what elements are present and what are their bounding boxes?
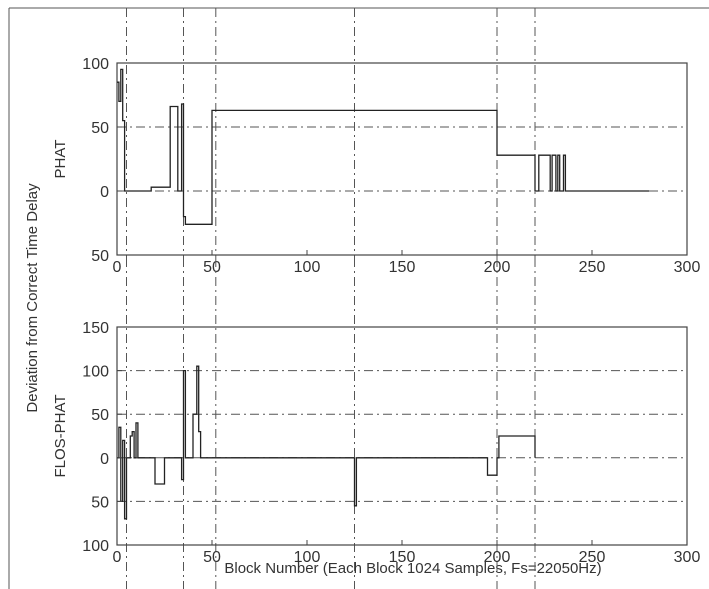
x-tick-label: 200	[484, 259, 511, 276]
x-tick-label: 150	[389, 549, 416, 566]
x-tick-label: 200	[484, 549, 511, 566]
x-tick-label: 250	[579, 549, 606, 566]
x-tick-label: 300	[674, 549, 701, 566]
series-line	[117, 68, 649, 225]
axes-frame	[116, 326, 688, 546]
y-tick-label: 100	[82, 538, 109, 555]
y-tick-label: 150	[82, 320, 109, 337]
x-tick-label: 0	[113, 549, 122, 566]
x-tick-label: 150	[389, 259, 416, 276]
y-tick-label: 100	[82, 364, 109, 381]
axes-frame	[116, 62, 688, 256]
series-line	[117, 365, 536, 520]
shared-x-axis-label: Block Number (Each Block 1024 Samples, F…	[224, 560, 601, 577]
y-tick-label: 0	[100, 184, 109, 201]
y-tick-label: 50	[91, 120, 109, 137]
x-tick-label: 0	[113, 259, 122, 276]
x-tick-label: 50	[203, 549, 221, 566]
x-tick-label: 300	[674, 259, 701, 276]
y-tick-label: 50	[91, 407, 109, 424]
y-tick-label: 0	[100, 451, 109, 468]
y-tick-label: 50	[91, 494, 109, 511]
y-tick-label: 50	[91, 248, 109, 265]
x-tick-label: 50	[203, 259, 221, 276]
x-tick-label: 250	[579, 259, 606, 276]
shared-y-axis-label: Deviation from Correct Time Delay	[24, 183, 41, 413]
y-tick-label: 100	[82, 56, 109, 73]
x-tick-label: 100	[294, 549, 321, 566]
panel-y-label: PHAT	[52, 140, 69, 179]
flos-phat-panel: 0 50 100 150 200 250 300 150 100 50 0 50 100 FLOS-PHA…	[52, 258, 700, 589]
panel-y-label: FLOS-PHAT	[52, 394, 69, 477]
x-tick-label: 100	[294, 259, 321, 276]
